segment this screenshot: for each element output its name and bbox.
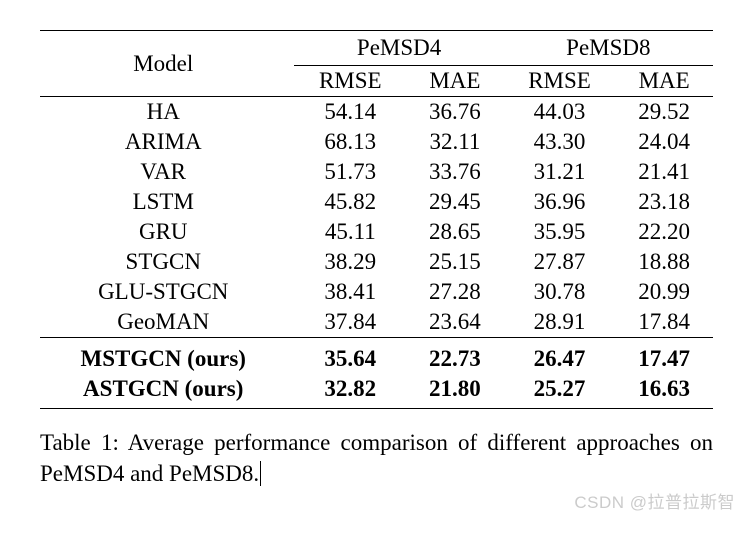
cell-value: 45.11 (294, 217, 406, 247)
cell-value: 23.18 (615, 187, 713, 217)
cell-model: HA (40, 97, 294, 128)
table-row: GRU 45.11 28.65 35.95 22.20 (40, 217, 713, 247)
cell-value: 31.21 (504, 157, 616, 187)
col-header-rmse-1: RMSE (294, 66, 406, 97)
cell-value: 16.63 (615, 374, 713, 409)
cell-value: 18.88 (615, 247, 713, 277)
cell-value: 33.76 (406, 157, 504, 187)
cell-model: MSTGCN (ours) (40, 338, 294, 375)
cell-value: 68.13 (294, 127, 406, 157)
cell-value: 25.27 (504, 374, 616, 409)
cell-value: 21.80 (406, 374, 504, 409)
cell-value: 35.95 (504, 217, 616, 247)
cell-value: 35.64 (294, 338, 406, 375)
cell-model: GRU (40, 217, 294, 247)
cell-value: 29.52 (615, 97, 713, 128)
table-row: ARIMA 68.13 32.11 43.30 24.04 (40, 127, 713, 157)
cell-value: 32.11 (406, 127, 504, 157)
results-table: Model PeMSD4 PeMSD8 RMSE MAE RMSE MAE HA… (40, 30, 713, 409)
cell-value: 29.45 (406, 187, 504, 217)
cell-value: 30.78 (504, 277, 616, 307)
cell-model: GLU-STGCN (40, 277, 294, 307)
table-row-ours: MSTGCN (ours) 35.64 22.73 26.47 17.47 (40, 338, 713, 375)
text-cursor (260, 461, 261, 486)
cell-model: GeoMAN (40, 307, 294, 338)
cell-value: 32.82 (294, 374, 406, 409)
cell-value: 25.15 (406, 247, 504, 277)
table-row: GLU-STGCN 38.41 27.28 30.78 20.99 (40, 277, 713, 307)
cell-value: 28.65 (406, 217, 504, 247)
col-header-mae-2: MAE (615, 66, 713, 97)
cell-value: 26.47 (504, 338, 616, 375)
cell-model: LSTM (40, 187, 294, 217)
cell-value: 36.76 (406, 97, 504, 128)
cell-value: 36.96 (504, 187, 616, 217)
cell-value: 44.03 (504, 97, 616, 128)
cell-value: 43.30 (504, 127, 616, 157)
col-group-pemsd4: PeMSD4 (294, 31, 503, 66)
table-caption: Table 1: Average performance comparison … (40, 427, 713, 489)
cell-model: ASTGCN (ours) (40, 374, 294, 409)
cell-value: 37.84 (294, 307, 406, 338)
cell-model: STGCN (40, 247, 294, 277)
cell-value: 21.41 (615, 157, 713, 187)
table-row: HA 54.14 36.76 44.03 29.52 (40, 97, 713, 128)
cell-value: 17.47 (615, 338, 713, 375)
table-row: LSTM 45.82 29.45 36.96 23.18 (40, 187, 713, 217)
table-row: GeoMAN 37.84 23.64 28.91 17.84 (40, 307, 713, 338)
table-row-ours: ASTGCN (ours) 32.82 21.80 25.27 16.63 (40, 374, 713, 409)
watermark-text: CSDN @拉普拉斯智 (574, 488, 735, 513)
cell-value: 23.64 (406, 307, 504, 338)
cell-value: 22.73 (406, 338, 504, 375)
col-header-model: Model (40, 31, 294, 97)
cell-value: 20.99 (615, 277, 713, 307)
cell-value: 22.20 (615, 217, 713, 247)
cell-value: 24.04 (615, 127, 713, 157)
col-group-pemsd8: PeMSD8 (504, 31, 713, 66)
cell-model: VAR (40, 157, 294, 187)
cell-value: 38.29 (294, 247, 406, 277)
cell-value: 27.87 (504, 247, 616, 277)
cell-value: 27.28 (406, 277, 504, 307)
table-row: VAR 51.73 33.76 31.21 21.41 (40, 157, 713, 187)
cell-value: 45.82 (294, 187, 406, 217)
table-row: STGCN 38.29 25.15 27.87 18.88 (40, 247, 713, 277)
cell-value: 54.14 (294, 97, 406, 128)
col-header-rmse-2: RMSE (504, 66, 616, 97)
cell-value: 28.91 (504, 307, 616, 338)
col-header-mae-1: MAE (406, 66, 504, 97)
cell-model: ARIMA (40, 127, 294, 157)
cell-value: 38.41 (294, 277, 406, 307)
cell-value: 17.84 (615, 307, 713, 338)
cell-value: 51.73 (294, 157, 406, 187)
